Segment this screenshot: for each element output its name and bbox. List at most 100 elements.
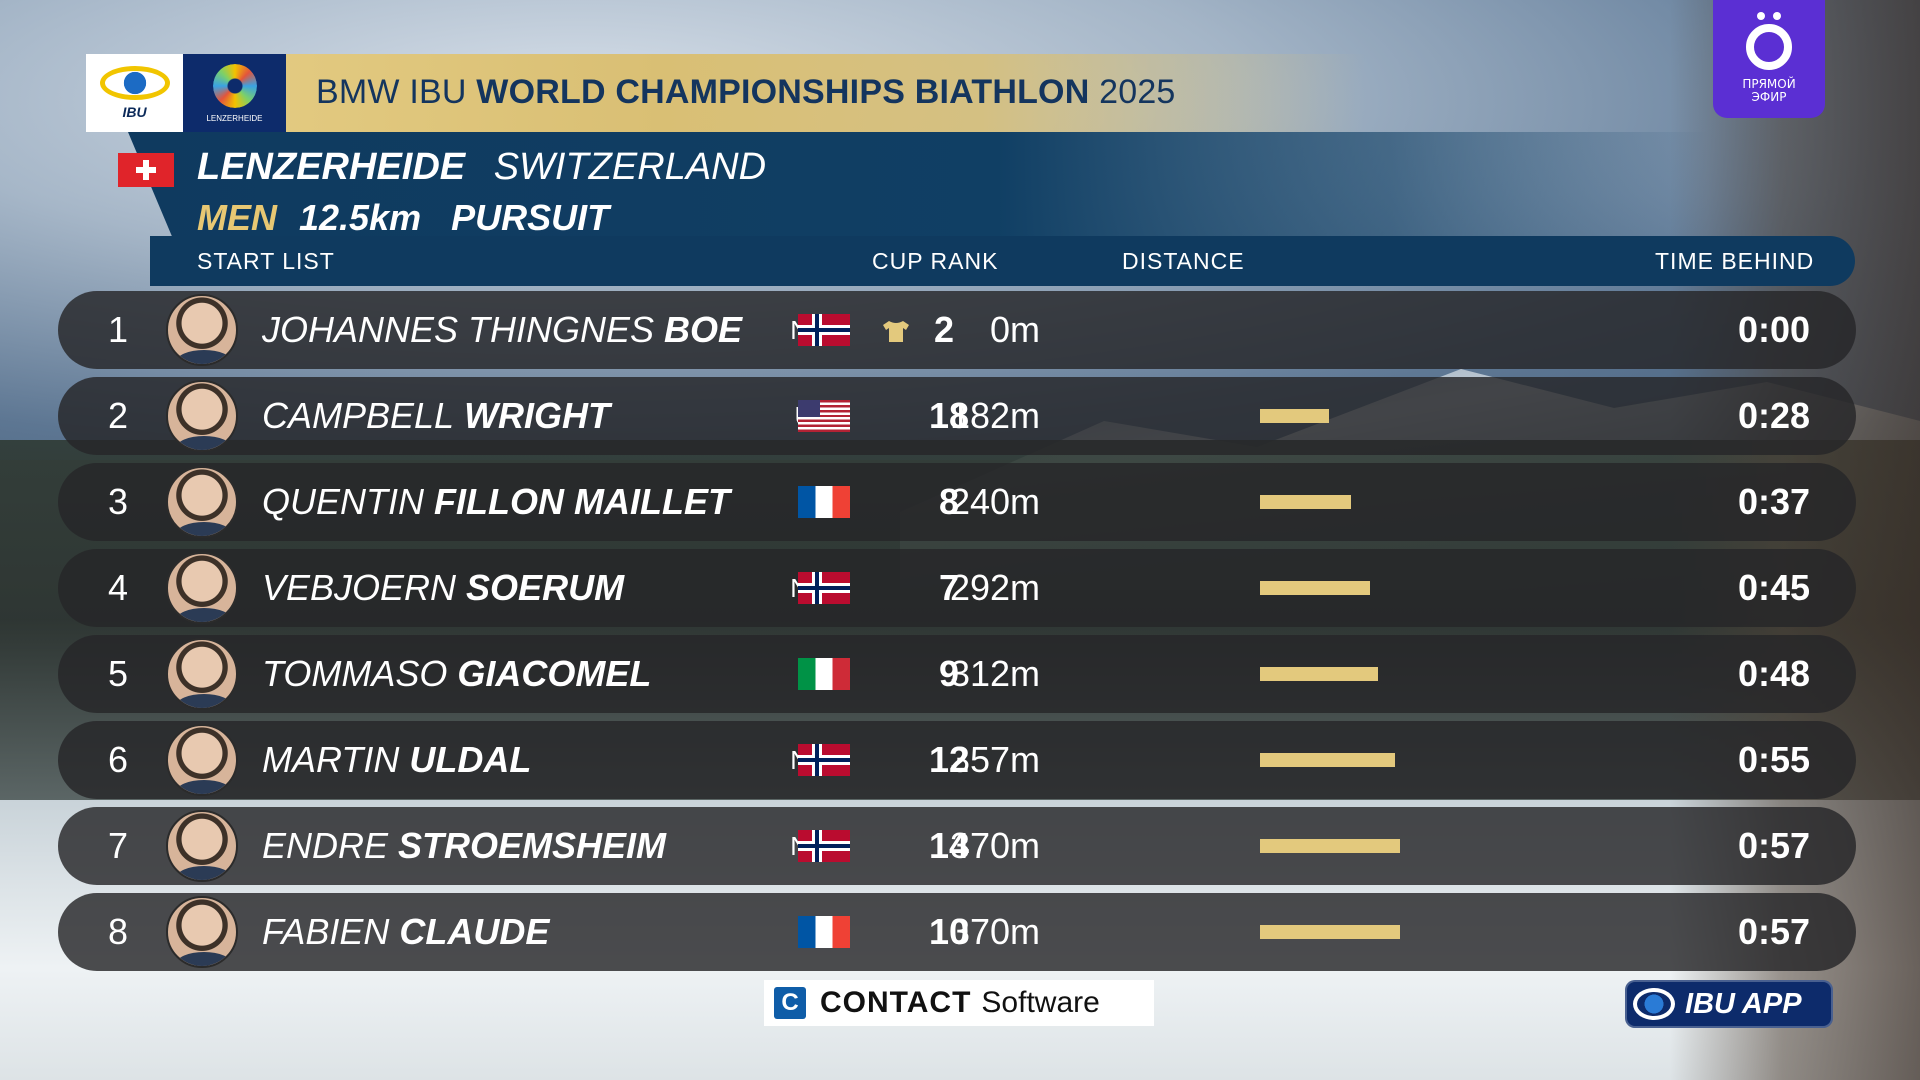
athlete-first-name: ENDRE xyxy=(262,825,389,866)
athlete-name: TOMMASO GIACOMEL xyxy=(262,635,651,713)
ita-flag-icon xyxy=(798,658,850,690)
ibu-logo: IBU xyxy=(86,54,183,132)
athlete-first-name: VEBJOERN xyxy=(262,567,457,608)
sponsor-name: CONTACT Software xyxy=(820,986,1100,1020)
athlete-name: QUENTIN FILLON MAILLET xyxy=(262,463,730,541)
athlete-position: 1 xyxy=(107,309,129,350)
distance-bar xyxy=(1260,753,1395,767)
athlete-last-name: FILLON MAILLET xyxy=(434,481,730,522)
athlete-time-behind: 0:48 xyxy=(1737,653,1810,694)
athlete-position: 8 xyxy=(107,911,129,952)
athlete-cup-rank: 10 xyxy=(928,911,970,952)
athlete-time-behind: 0:55 xyxy=(1737,739,1810,780)
athlete-first-name: TOMMASO xyxy=(262,653,448,694)
athlete-distance: 357m xyxy=(949,739,1040,780)
athlete-last-name: SOERUM xyxy=(466,567,625,608)
distance-bar xyxy=(1260,495,1351,509)
column-time-behind: TIME BEHIND xyxy=(1655,248,1815,274)
athlete-first-name: CAMPBELL xyxy=(262,395,455,436)
live-dots-icon xyxy=(1757,12,1781,20)
nor-flag-icon xyxy=(798,572,850,604)
lenzerheide-logo: LENZERHEIDE xyxy=(183,54,286,132)
athlete-name: FABIEN CLAUDE xyxy=(262,893,549,971)
athlete-name: CAMPBELL WRIGHT xyxy=(262,377,610,455)
race-title: MEN 12.5km PURSUIT xyxy=(197,197,609,239)
fra-flag-icon xyxy=(798,486,850,518)
athlete-name: VEBJOERN SOERUM xyxy=(262,549,624,627)
athlete-distance: 370m xyxy=(949,825,1040,866)
yellow-bib-icon xyxy=(883,321,909,342)
athlete-avatar xyxy=(166,724,238,796)
championship-title: BMW IBU WORLD CHAMPIONSHIPS BIATHLON 202… xyxy=(316,73,1176,112)
athlete-name: JOHANNES THINGNES BOE xyxy=(262,291,742,369)
venue: LENZERHEIDE SWITZERLAND xyxy=(197,146,766,189)
ibu-app-badge: IBU APP xyxy=(1625,980,1833,1028)
athlete-position: 3 xyxy=(107,481,129,522)
athlete-cup-rank: 12 xyxy=(928,739,970,780)
athlete-avatar xyxy=(166,638,238,710)
title-year: 2025 xyxy=(1099,73,1176,111)
nor-flag-icon xyxy=(798,830,850,862)
athlete-last-name: WRIGHT xyxy=(464,395,611,436)
athlete-last-name: GIACOMEL xyxy=(457,653,652,694)
athlete-position: 4 xyxy=(107,567,129,608)
athlete-first-name: JOHANNES THINGNES xyxy=(262,309,655,350)
nor-flag-icon xyxy=(798,744,850,776)
distance-bar xyxy=(1260,581,1370,595)
live-text-line1: ПРЯМОЙ xyxy=(1742,77,1796,91)
ibu-globe-icon xyxy=(99,66,170,100)
athlete-position: 2 xyxy=(107,395,129,436)
starburst-icon xyxy=(212,63,257,108)
athlete-time-behind: 0:37 xyxy=(1737,481,1810,522)
race-distance: 12.5km xyxy=(299,197,422,238)
header-banner xyxy=(86,54,1366,132)
athlete-position: 7 xyxy=(107,825,129,866)
live-text-line2: ЭФИР xyxy=(1751,90,1787,104)
athlete-distance: 182m xyxy=(949,395,1040,436)
lenzerheide-logo-text: LENZERHEIDE xyxy=(206,113,263,123)
athlete-time-behind: 0:45 xyxy=(1737,567,1810,608)
athlete-avatar xyxy=(166,552,238,624)
distance-bar xyxy=(1260,839,1400,853)
channel-logo-icon xyxy=(1746,24,1792,70)
fra-flag-icon xyxy=(798,916,850,948)
athlete-avatar xyxy=(166,466,238,538)
ibu-app-icon xyxy=(1633,988,1675,1020)
live-text: ПРЯМОЙ ЭФИР xyxy=(1742,78,1795,104)
race-gender: MEN xyxy=(197,197,277,238)
ibu-logo-text: IBU xyxy=(122,104,147,120)
athlete-avatar xyxy=(166,810,238,882)
distance-bar xyxy=(1260,667,1378,681)
athlete-name: MARTIN ULDAL xyxy=(262,721,531,799)
athlete-time-behind: 0:28 xyxy=(1737,395,1810,436)
athlete-position: 5 xyxy=(107,653,129,694)
column-distance: DISTANCE xyxy=(1122,248,1245,274)
column-start-list: START LIST xyxy=(197,248,335,274)
athlete-first-name: QUENTIN xyxy=(262,481,424,522)
sponsor-banner: C CONTACT Software xyxy=(764,980,1154,1026)
athlete-name: ENDRE STROEMSHEIM xyxy=(262,807,666,885)
athlete-avatar xyxy=(166,380,238,452)
column-header-bar xyxy=(150,236,1855,286)
usa-flag-icon xyxy=(798,400,850,432)
athlete-first-name: FABIEN xyxy=(262,911,390,952)
athlete-last-name: STROEMSHEIM xyxy=(398,825,667,866)
title-main: WORLD CHAMPIONSHIPS BIATHLON xyxy=(476,73,1090,111)
athlete-avatar xyxy=(166,294,238,366)
athlete-last-name: ULDAL xyxy=(409,739,532,780)
title-sponsor: BMW IBU xyxy=(316,73,467,111)
sponsor-name-normal: Software xyxy=(981,986,1100,1019)
sponsor-name-bold: CONTACT xyxy=(820,986,972,1019)
distance-bar xyxy=(1260,409,1329,423)
athlete-distance: 292m xyxy=(949,567,1040,608)
venue-country: SWITZERLAND xyxy=(493,146,767,188)
athlete-time-behind: 0:57 xyxy=(1737,911,1810,952)
nor-flag-icon xyxy=(798,314,850,346)
